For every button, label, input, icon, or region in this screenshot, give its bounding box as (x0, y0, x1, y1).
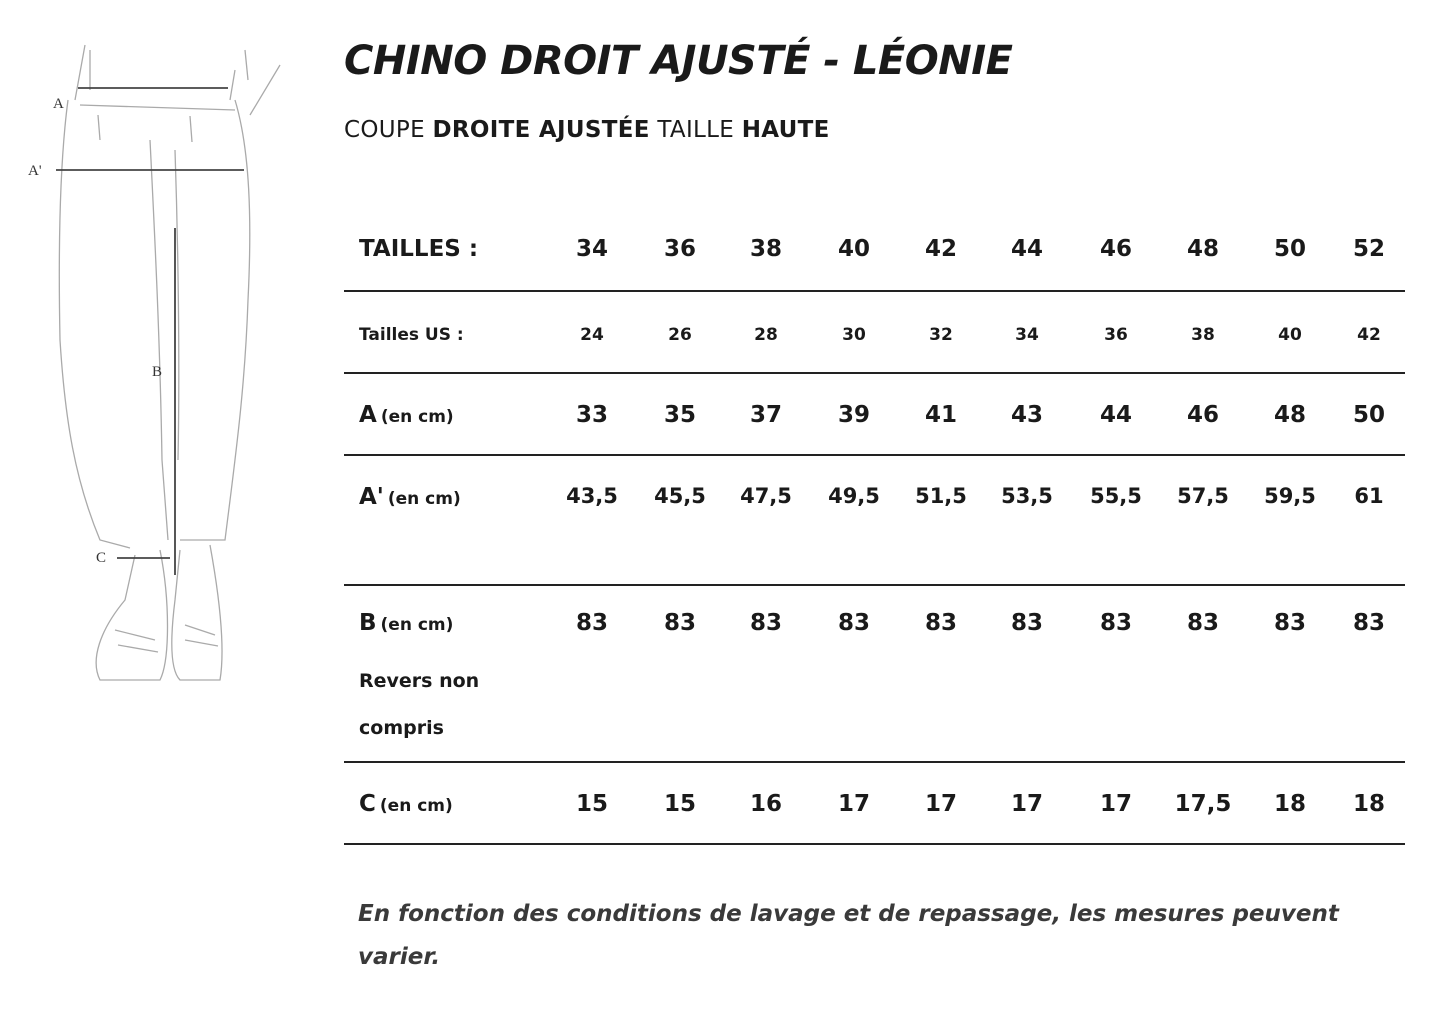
table-cell: 83 (1099, 610, 1132, 636)
row-label-letter: A' (359, 484, 384, 510)
table-cell: 28 (754, 325, 778, 345)
row-a: A (en cm) 33 35 37 39 41 43 44 46 48 50 (344, 374, 1405, 456)
table-cell: 34 (575, 236, 608, 262)
row-label-letter: C (359, 791, 376, 817)
table-cell: 83 (837, 610, 870, 636)
table-cell: 26 (668, 325, 692, 345)
table-cell: 83 (749, 610, 782, 636)
table-cell: 36 (663, 236, 696, 262)
footnote: En fonction des conditions de lavage et … (358, 901, 1339, 970)
row-a-prime: A' (en cm) 43,5 45,5 47,5 49,5 51,5 53,5 55,5 57… (344, 456, 1405, 586)
table-cell: 33 (575, 402, 608, 428)
table-cell: 15 (663, 791, 696, 817)
table-cell: 18 (1352, 791, 1385, 817)
row-label: TAILLES : (359, 236, 479, 262)
table-cell: 57,5 (1177, 484, 1229, 508)
row-label-letter: A (359, 402, 377, 428)
table-cell: 47,5 (740, 484, 792, 508)
table-cell: 17 (1010, 791, 1043, 817)
row-label: A' (en cm) (359, 484, 461, 510)
pants-measurement-illustration: A A' B C (28, 44, 281, 681)
table-cell: 24 (580, 325, 604, 345)
label-b: B (152, 364, 162, 380)
table-cell: 83 (1273, 610, 1306, 636)
table-cell: 83 (924, 610, 957, 636)
table-cell: 43,5 (566, 484, 618, 508)
table-cell: 32 (929, 325, 953, 345)
table-cell: 17 (837, 791, 870, 817)
table-cell: 43 (1010, 402, 1043, 428)
table-cell: 35 (663, 402, 696, 428)
table-cell: 48 (1186, 236, 1219, 262)
subtitle-part: HAUTE (741, 117, 830, 143)
row-label: Tailles US : (359, 325, 464, 345)
table-cell: 46 (1186, 402, 1219, 428)
table-cell: 40 (1278, 325, 1302, 345)
table-cell: 50 (1352, 402, 1385, 428)
table-cell: 17,5 (1174, 791, 1232, 817)
table-cell: 48 (1273, 402, 1306, 428)
table-cell: 36 (1104, 325, 1128, 345)
table-cell: 83 (1186, 610, 1219, 636)
table-cell: 37 (749, 402, 782, 428)
row-label: A (en cm) (359, 402, 454, 428)
table-cell: 45,5 (654, 484, 706, 508)
table-cell: 38 (1191, 325, 1215, 345)
table-cell: 55,5 (1090, 484, 1142, 508)
subtitle-part: DROITE AJUSTÉE (432, 117, 650, 143)
table-cell: 46 (1099, 236, 1132, 262)
row-label: C (en cm) (359, 791, 453, 817)
row-b: B (en cm) Revers non compris 83 83 83 83 83 83 8… (344, 586, 1405, 763)
row-label: B (en cm) Revers non compris (359, 610, 499, 752)
table-cell: 16 (749, 791, 782, 817)
row-label-unit: (en cm) (387, 489, 461, 509)
table-cell: 17 (924, 791, 957, 817)
table-cell: 42 (924, 236, 957, 262)
table-cell: 38 (749, 236, 782, 262)
page-title: CHINO DROIT AJUSTÉ - LÉONIE (344, 38, 1013, 84)
table-cell: 51,5 (915, 484, 967, 508)
row-us-sizes: Tailles US : 24 26 28 30 32 34 36 38 40 42 (344, 292, 1405, 374)
table-cell: 52 (1352, 236, 1385, 262)
table-cell: 18 (1273, 791, 1306, 817)
row-sizes: TAILLES : 34 36 38 40 42 44 46 48 50 52 (344, 212, 1405, 292)
table-cell: 39 (837, 402, 870, 428)
label-a: A (53, 96, 64, 112)
table-cell: 83 (575, 610, 608, 636)
table-cell: 15 (575, 791, 608, 817)
table-cell: 42 (1357, 325, 1381, 345)
size-table: TAILLES : 34 36 38 40 42 44 46 48 50 52 Tailles U… (344, 212, 1405, 845)
table-cell: 44 (1099, 402, 1132, 428)
table-cell: 49,5 (828, 484, 880, 508)
table-cell: 17 (1099, 791, 1132, 817)
row-label-unit: (en cm) (380, 615, 454, 635)
table-cell: 61 (1354, 484, 1384, 508)
table-cell: 53,5 (1001, 484, 1053, 508)
table-cell: 59,5 (1264, 484, 1316, 508)
row-label-note: Revers non compris (359, 670, 480, 739)
row-label-letter: B (359, 610, 377, 636)
table-cell: 83 (1352, 610, 1385, 636)
label-c: C (96, 550, 106, 566)
subtitle: COUPE DROITE AJUSTÉE TAILLE HAUTE (344, 117, 830, 143)
table-cell: 40 (837, 236, 870, 262)
table-cell: 41 (924, 402, 957, 428)
table-cell: 83 (663, 610, 696, 636)
table-cell: 30 (842, 325, 866, 345)
row-label-unit: (en cm) (379, 796, 453, 816)
table-cell: 44 (1010, 236, 1043, 262)
table-cell: 34 (1015, 325, 1039, 345)
row-label-unit: (en cm) (380, 407, 454, 427)
table-cell: 50 (1273, 236, 1306, 262)
row-c: C (en cm) 15 15 16 17 17 17 17 17,5 18 18 (344, 763, 1405, 845)
table-cell: 83 (1010, 610, 1043, 636)
subtitle-part: COUPE (344, 117, 433, 143)
subtitle-part: TAILLE (649, 117, 742, 143)
label-a-prime: A' (28, 163, 42, 179)
